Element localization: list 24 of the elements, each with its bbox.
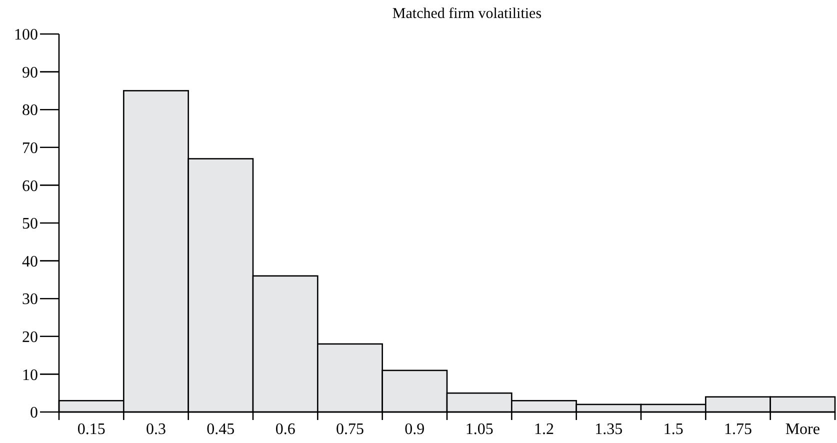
- y-tick-label: 50: [22, 216, 38, 233]
- x-tick-label: 1.35: [594, 421, 623, 438]
- y-tick-label: 20: [22, 329, 38, 346]
- y-tick-label: 10: [22, 366, 38, 384]
- x-tick-label: 0.3: [146, 421, 166, 438]
- x-tick-label: 1.05: [465, 421, 494, 438]
- y-tick-label: 60: [22, 178, 38, 195]
- x-tick-label: 1.5: [663, 421, 684, 438]
- y-tick-label: 0: [30, 404, 38, 422]
- y-tick-label: 30: [22, 291, 38, 308]
- x-tick-label: 0.15: [77, 421, 106, 438]
- y-tick-label: 100: [14, 26, 38, 44]
- y-tick-label: 40: [22, 253, 38, 270]
- x-tick-label: 1.75: [724, 421, 752, 438]
- x-tick-label: More: [785, 421, 820, 438]
- y-tick-label: 70: [22, 140, 38, 157]
- x-tick-label: 0.75: [336, 421, 364, 438]
- y-tick-label: 90: [22, 64, 38, 82]
- x-tick-label: 0.45: [206, 421, 235, 438]
- x-tick-label: 0.9: [404, 421, 425, 438]
- chart-title: Matched firm volatilities: [392, 6, 542, 22]
- x-tick-label: 0.6: [275, 421, 296, 438]
- x-tick-label: 1.2: [534, 421, 554, 438]
- y-tick-label: 80: [22, 102, 38, 120]
